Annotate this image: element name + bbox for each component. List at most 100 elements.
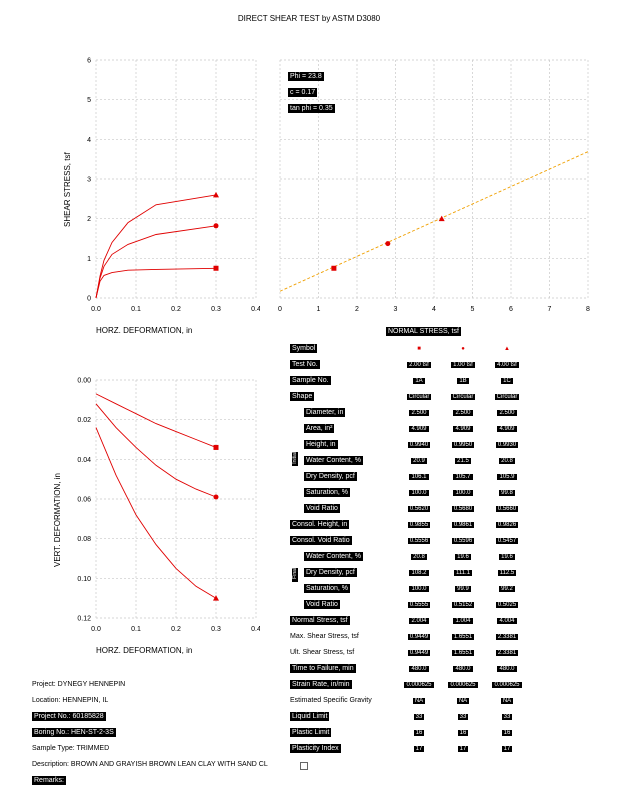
failure-point-2	[385, 241, 391, 247]
table-cell: 0.5680	[451, 506, 475, 512]
table-row-label: Consol. Void Ratio	[290, 536, 352, 545]
table-cell: 2.500	[453, 410, 473, 416]
table-cell: 20.8	[499, 458, 515, 464]
table-row-label: Area, in²	[304, 424, 335, 433]
table-cell: 33	[457, 714, 469, 720]
x-tick-label: 7	[548, 306, 552, 313]
vert-vs-horz-chart: 0.0 0.1 0.2 0.3 0.4 0.00 0.02 0.04 0.06 0.08 0.10 0…	[53, 378, 260, 656]
series-marker-3	[213, 191, 219, 198]
table-cell: 19.6	[455, 554, 471, 560]
table-cell: 20.9	[411, 458, 427, 464]
table-row-label: Dry Density, pcf	[304, 472, 357, 481]
table-cell: ■	[417, 346, 421, 352]
boring-number: Boring No.: HEN-ST-2-3S	[32, 728, 116, 737]
table-cell: 112.5	[497, 570, 517, 576]
c1-ylabel: SHEAR STRESS, tsf	[63, 152, 72, 227]
x-tick-label: 0	[278, 306, 282, 313]
table-cell: 99.9	[455, 586, 471, 592]
x-tick-label: 1	[317, 306, 321, 313]
series-marker-1	[213, 444, 219, 450]
table-cell: 2.3381	[495, 650, 519, 656]
shear-vs-normal-chart: 0 1 2 3 4 5 6 7 8	[278, 59, 590, 313]
series-line-1	[95, 393, 217, 448]
table-cell: 100.0	[409, 490, 429, 496]
table-cell: 0.000625	[404, 682, 434, 688]
table-cell: 33	[413, 714, 425, 720]
y-tick-label: 1	[87, 256, 91, 263]
table-row-label: Saturation, %	[304, 584, 351, 593]
table-row-label: Max. Shear Stress, tsf	[290, 633, 359, 640]
table-cell: 17	[413, 746, 425, 752]
table-cell: 1B	[457, 378, 469, 384]
series-line-2	[95, 403, 217, 498]
y-tick-label: 0.10	[77, 576, 91, 583]
table-row-label: Test No.	[290, 360, 320, 369]
table-cell: 100.0	[409, 586, 429, 592]
shear-vs-horz-chart: 0.0 0.1 0.2 0.3 0.4 0 1 2 3 4 5 6 HORZ. DEFORMATION…	[63, 58, 260, 336]
c3-xlabel: HORZ. DEFORMATION, in	[96, 646, 192, 655]
table-cell: 108.2	[409, 570, 429, 576]
table-cell: 2.004	[409, 618, 429, 624]
y-tick-label: 0.08	[77, 536, 91, 543]
table-cell: 480.0	[409, 666, 429, 672]
table-cell: 1C	[501, 378, 513, 384]
table-cell: 16	[457, 730, 469, 736]
y-tick-label: 4	[87, 137, 91, 144]
x-tick-label: 0.0	[91, 306, 101, 313]
table-cell: 105.9	[497, 474, 517, 480]
x-tick-label: 0.3	[211, 626, 221, 633]
table-row-label: Void Ratio	[304, 600, 340, 609]
table-cell: 2.500	[497, 410, 517, 416]
table-cell: 0.5555	[407, 602, 431, 608]
table-row-label: Strain Rate, in/min	[290, 680, 352, 689]
table-row-label: Water Content, %	[304, 552, 363, 561]
x-tick-label: 8	[586, 306, 590, 313]
table-cell: 4.909	[497, 426, 517, 432]
table-cell: 1.6551	[451, 650, 475, 656]
y-tick-label: 0.12	[77, 616, 91, 623]
table-row-label: Liquid Limit	[290, 712, 330, 721]
table-row-label: Plasticity Index	[290, 744, 341, 753]
y-tick-label: 0.00	[77, 378, 91, 385]
table-cell: 0.5660	[495, 506, 519, 512]
table-cell: 0.5152	[451, 602, 475, 608]
series-line-3	[95, 194, 217, 299]
c3-ylabel: VERT. DEFORMATION, in	[53, 473, 62, 567]
x-tick-label: 0.0	[91, 626, 101, 633]
report-title: DIRECT SHEAR TEST by ASTM D3080	[237, 14, 381, 23]
normal-stress-label: NORMAL STRESS, tsf	[386, 327, 461, 336]
failure-envelope-line	[279, 151, 589, 292]
table-cell: 0.5620	[407, 506, 431, 512]
final-section-tab: Final	[292, 568, 298, 582]
table-cell: NA	[412, 698, 426, 704]
table-row-label: Dry Density, pcf	[304, 568, 357, 577]
x-tick-label: 0.3	[211, 306, 221, 313]
y-tick-label: 0.02	[77, 417, 91, 424]
x-tick-label: 3	[394, 306, 398, 313]
table-cell: Circular	[406, 394, 432, 400]
table-cell: 0.9861	[451, 522, 475, 528]
table-row-label: Normal Stress, tsf	[290, 616, 350, 625]
c1-xlabel: HORZ. DEFORMATION, in	[96, 326, 192, 335]
sample-type: Sample Type: TRIMMED	[32, 745, 110, 752]
table-cell: NA	[500, 698, 514, 704]
failure-point-3	[438, 215, 445, 222]
table-cell: 0.9449	[407, 634, 431, 640]
table-cell: 0.000625	[448, 682, 478, 688]
table-cell: 4.909	[453, 426, 473, 432]
table-cell: 17	[501, 746, 513, 752]
project-location: Location: HENNEPIN, IL	[32, 697, 109, 704]
series-line-1	[95, 267, 217, 299]
x-tick-label: 0.1	[131, 626, 141, 633]
table-row-label: Consol. Height, in	[290, 520, 350, 529]
table-cell: 2.3381	[495, 634, 519, 640]
table-row-label: Water Content, %	[304, 456, 363, 465]
x-tick-label: 2	[355, 306, 359, 313]
series-marker-3	[213, 595, 219, 601]
table-cell: 480.0	[453, 666, 473, 672]
table-cell: 1.004	[453, 618, 473, 624]
table-cell: 0.9449	[407, 650, 431, 656]
x-tick-label: 6	[509, 306, 513, 313]
series-line-3	[95, 427, 217, 599]
table-cell: 105.7	[453, 474, 473, 480]
